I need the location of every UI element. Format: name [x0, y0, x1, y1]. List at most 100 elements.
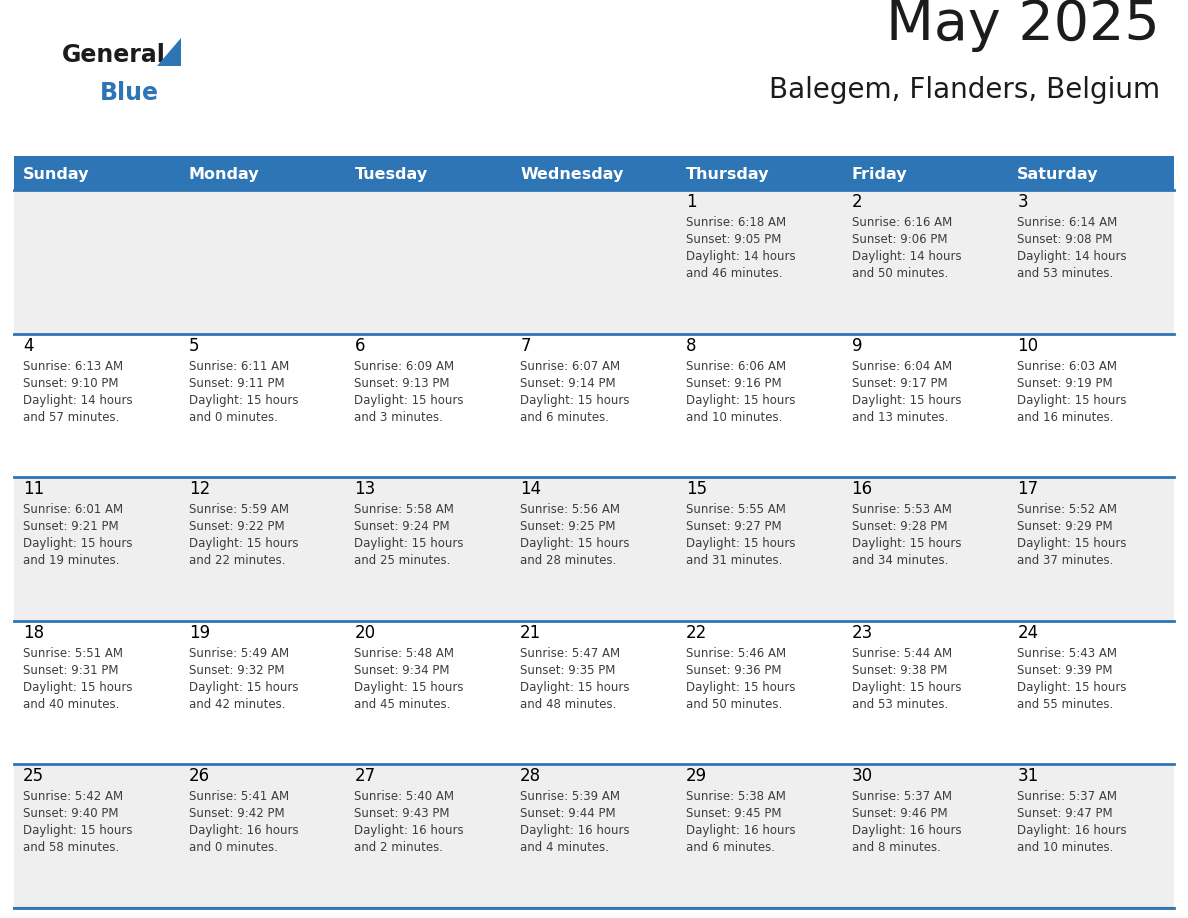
Text: Sunrise: 5:51 AM: Sunrise: 5:51 AM: [23, 647, 124, 660]
Text: Daylight: 16 hours: Daylight: 16 hours: [520, 824, 630, 837]
Text: Sunrise: 6:09 AM: Sunrise: 6:09 AM: [354, 360, 455, 373]
Text: and 13 minutes.: and 13 minutes.: [852, 410, 948, 423]
Text: Sunrise: 6:01 AM: Sunrise: 6:01 AM: [23, 503, 124, 516]
Text: May 2025: May 2025: [886, 0, 1159, 52]
Bar: [511, 156, 677, 190]
Text: Daylight: 15 hours: Daylight: 15 hours: [852, 537, 961, 550]
Text: Daylight: 14 hours: Daylight: 14 hours: [685, 250, 796, 263]
Bar: [677, 765, 842, 908]
Text: Daylight: 15 hours: Daylight: 15 hours: [354, 537, 465, 550]
Text: Sunrise: 5:48 AM: Sunrise: 5:48 AM: [354, 647, 455, 660]
Text: 25: 25: [23, 767, 44, 786]
Text: Sunrise: 6:07 AM: Sunrise: 6:07 AM: [520, 360, 620, 373]
Text: 31: 31: [1017, 767, 1038, 786]
Text: and 50 minutes.: and 50 minutes.: [685, 698, 782, 711]
Bar: [346, 621, 511, 765]
Text: and 19 minutes.: and 19 minutes.: [23, 554, 120, 567]
Bar: [677, 477, 842, 621]
Bar: [511, 621, 677, 765]
Bar: [1009, 621, 1174, 765]
Text: Sunrise: 5:56 AM: Sunrise: 5:56 AM: [520, 503, 620, 516]
Text: 21: 21: [520, 624, 542, 642]
Text: and 0 minutes.: and 0 minutes.: [189, 410, 278, 423]
Text: and 6 minutes.: and 6 minutes.: [685, 842, 775, 855]
Bar: [179, 333, 346, 477]
Text: and 58 minutes.: and 58 minutes.: [23, 842, 119, 855]
Text: Daylight: 15 hours: Daylight: 15 hours: [852, 681, 961, 694]
Text: 23: 23: [852, 624, 873, 642]
Text: Sunrise: 5:39 AM: Sunrise: 5:39 AM: [520, 790, 620, 803]
Text: Thursday: Thursday: [685, 166, 770, 182]
Text: and 10 minutes.: and 10 minutes.: [685, 410, 782, 423]
Text: Daylight: 15 hours: Daylight: 15 hours: [1017, 394, 1126, 407]
Text: Sunrise: 6:06 AM: Sunrise: 6:06 AM: [685, 360, 786, 373]
Bar: [14, 333, 179, 477]
Text: Daylight: 15 hours: Daylight: 15 hours: [1017, 537, 1126, 550]
Text: Tuesday: Tuesday: [354, 166, 428, 182]
Text: Daylight: 15 hours: Daylight: 15 hours: [520, 681, 630, 694]
Text: Sunset: 9:17 PM: Sunset: 9:17 PM: [852, 376, 947, 389]
Text: Sunrise: 5:37 AM: Sunrise: 5:37 AM: [852, 790, 952, 803]
Text: Daylight: 15 hours: Daylight: 15 hours: [189, 394, 298, 407]
Bar: [1009, 333, 1174, 477]
Text: Daylight: 16 hours: Daylight: 16 hours: [354, 824, 465, 837]
Bar: [842, 333, 1009, 477]
Bar: [346, 333, 511, 477]
Bar: [14, 477, 179, 621]
Text: 2: 2: [852, 193, 862, 211]
Text: 15: 15: [685, 480, 707, 498]
Text: and 2 minutes.: and 2 minutes.: [354, 842, 443, 855]
Bar: [1009, 156, 1174, 190]
Bar: [1009, 765, 1174, 908]
Text: Sunset: 9:31 PM: Sunset: 9:31 PM: [23, 664, 119, 677]
Text: and 50 minutes.: and 50 minutes.: [852, 267, 948, 280]
Text: Sunset: 9:47 PM: Sunset: 9:47 PM: [1017, 808, 1113, 821]
Text: 28: 28: [520, 767, 542, 786]
Text: and 28 minutes.: and 28 minutes.: [520, 554, 617, 567]
Text: and 10 minutes.: and 10 minutes.: [1017, 842, 1113, 855]
Text: Daylight: 14 hours: Daylight: 14 hours: [1017, 250, 1127, 263]
Bar: [346, 765, 511, 908]
Text: 11: 11: [23, 480, 44, 498]
Bar: [179, 190, 346, 333]
Text: Daylight: 15 hours: Daylight: 15 hours: [23, 824, 133, 837]
Text: Sunrise: 6:16 AM: Sunrise: 6:16 AM: [852, 216, 952, 229]
Text: and 53 minutes.: and 53 minutes.: [852, 698, 948, 711]
Text: Sunset: 9:28 PM: Sunset: 9:28 PM: [852, 521, 947, 533]
Text: Sunset: 9:05 PM: Sunset: 9:05 PM: [685, 233, 782, 246]
Text: Sunset: 9:19 PM: Sunset: 9:19 PM: [1017, 376, 1113, 389]
Text: 1: 1: [685, 193, 696, 211]
Bar: [179, 156, 346, 190]
Text: Daylight: 16 hours: Daylight: 16 hours: [852, 824, 961, 837]
Text: 5: 5: [189, 337, 200, 354]
Text: Blue: Blue: [100, 81, 159, 105]
Text: and 53 minutes.: and 53 minutes.: [1017, 267, 1113, 280]
Text: and 45 minutes.: and 45 minutes.: [354, 698, 450, 711]
Text: Sunrise: 6:03 AM: Sunrise: 6:03 AM: [1017, 360, 1117, 373]
Text: 17: 17: [1017, 480, 1038, 498]
Text: Sunrise: 5:42 AM: Sunrise: 5:42 AM: [23, 790, 124, 803]
Text: 10: 10: [1017, 337, 1038, 354]
Text: Monday: Monday: [189, 166, 259, 182]
Bar: [14, 156, 179, 190]
Bar: [14, 765, 179, 908]
Text: 9: 9: [852, 337, 862, 354]
Text: Sunrise: 5:41 AM: Sunrise: 5:41 AM: [189, 790, 289, 803]
Text: Sunset: 9:46 PM: Sunset: 9:46 PM: [852, 808, 947, 821]
Text: Sunrise: 6:04 AM: Sunrise: 6:04 AM: [852, 360, 952, 373]
Text: Sunrise: 5:55 AM: Sunrise: 5:55 AM: [685, 503, 785, 516]
Bar: [842, 765, 1009, 908]
Text: Daylight: 15 hours: Daylight: 15 hours: [852, 394, 961, 407]
Text: Sunset: 9:45 PM: Sunset: 9:45 PM: [685, 808, 782, 821]
Text: Daylight: 15 hours: Daylight: 15 hours: [685, 394, 795, 407]
Bar: [511, 190, 677, 333]
Bar: [511, 333, 677, 477]
Bar: [1009, 477, 1174, 621]
Bar: [842, 477, 1009, 621]
Text: Sunset: 9:25 PM: Sunset: 9:25 PM: [520, 521, 615, 533]
Text: Sunset: 9:36 PM: Sunset: 9:36 PM: [685, 664, 782, 677]
Text: 14: 14: [520, 480, 542, 498]
Text: Daylight: 15 hours: Daylight: 15 hours: [1017, 681, 1126, 694]
Text: Sunset: 9:14 PM: Sunset: 9:14 PM: [520, 376, 615, 389]
Bar: [179, 621, 346, 765]
